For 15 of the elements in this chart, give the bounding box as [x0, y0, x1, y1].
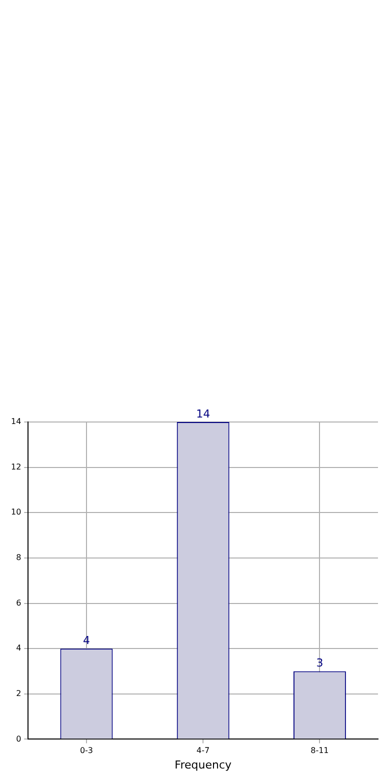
y-tick-label: 2 — [16, 688, 22, 698]
data-label: 4 — [82, 634, 90, 647]
data-label: 14 — [196, 407, 210, 420]
y-tick-label: 8 — [16, 553, 22, 562]
y-tick-label: 12 — [10, 462, 22, 472]
y-tick-label: 6 — [16, 598, 22, 608]
x-tick-label: 0-3 — [80, 746, 94, 756]
y-tick-label: 4 — [16, 644, 22, 653]
x-axis-title: Frequency — [174, 758, 232, 772]
x-tick-label: 4-7 — [196, 746, 210, 756]
x-tick-label: 8-11 — [310, 746, 329, 756]
y-tick-label: 14 — [10, 417, 22, 426]
y-tick-label: 0 — [16, 734, 22, 744]
data-label: 3 — [316, 656, 324, 670]
y-tick-label: 10 — [10, 508, 22, 517]
